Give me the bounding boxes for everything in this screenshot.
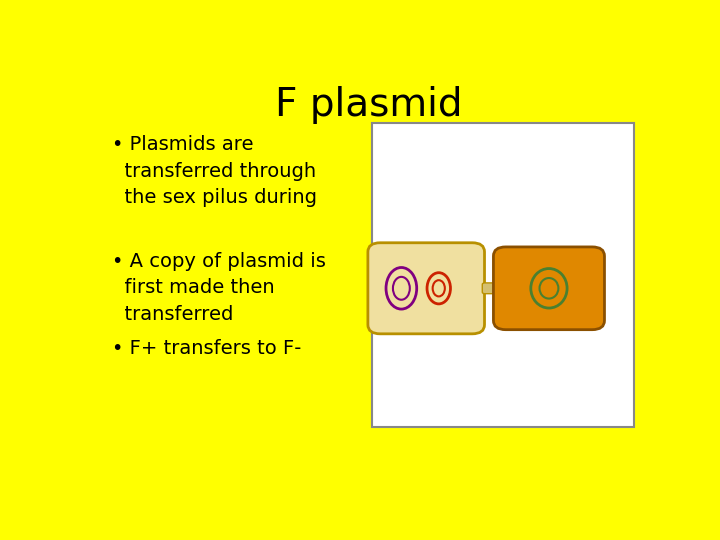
Ellipse shape bbox=[393, 277, 410, 300]
Text: • Plasmids are
  transferred through
  the sex pilus during: • Plasmids are transferred through the s… bbox=[112, 136, 318, 207]
Ellipse shape bbox=[386, 267, 417, 309]
Ellipse shape bbox=[531, 268, 567, 308]
Text: F plasmid: F plasmid bbox=[275, 85, 463, 124]
FancyBboxPatch shape bbox=[482, 283, 526, 294]
Ellipse shape bbox=[433, 280, 445, 296]
FancyBboxPatch shape bbox=[372, 123, 634, 427]
Ellipse shape bbox=[539, 278, 559, 299]
FancyBboxPatch shape bbox=[493, 247, 605, 329]
Ellipse shape bbox=[427, 273, 451, 304]
FancyBboxPatch shape bbox=[368, 243, 485, 334]
Text: • F+ transfers to F-: • F+ transfers to F- bbox=[112, 339, 302, 358]
Text: • A copy of plasmid is
  first made then
  transferred: • A copy of plasmid is first made then t… bbox=[112, 252, 326, 324]
